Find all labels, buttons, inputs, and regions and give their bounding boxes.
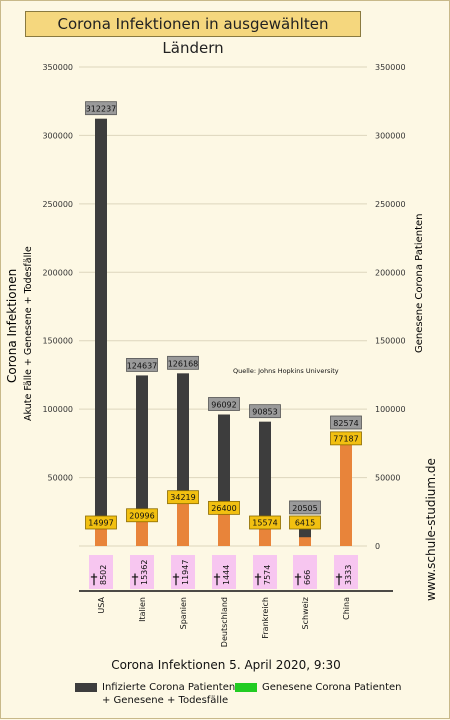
recovered-value-box [85, 515, 117, 530]
cross-icon: † [214, 572, 221, 588]
infected-value-label: 96092 [211, 400, 236, 409]
infected-bar [95, 118, 107, 546]
category-label: Italien [138, 597, 147, 622]
legend: Infizierte Corona Patienten + Genesene +… [71, 682, 441, 712]
y-tick-label-left: 350000 [42, 63, 73, 72]
recovered-value-box [289, 515, 321, 530]
y-tick-label-left: 100000 [42, 405, 73, 414]
deaths-box [130, 555, 154, 589]
y-tick-label-left: 150000 [42, 337, 73, 346]
y-tick-label-right: 50000 [375, 474, 400, 483]
infected-value-box [126, 358, 158, 372]
infected-value-box [249, 404, 281, 419]
deaths-box [171, 555, 195, 589]
source-note: Quelle: Johns Hopkins University [233, 367, 339, 375]
deaths-box [334, 555, 358, 589]
recovered-bar [218, 509, 230, 546]
recovered-value-label: 34219 [170, 493, 195, 502]
recovered-bar [177, 499, 189, 546]
category-label: Spanien [179, 597, 188, 629]
y-tick-label-right: 350000 [375, 63, 406, 72]
recovered-value-label: 77187 [333, 434, 358, 443]
recovered-bar [259, 524, 271, 546]
y-tick-label-right: 100000 [375, 405, 406, 414]
recovered-value-label: 15574 [252, 519, 277, 528]
infected-value-box [330, 415, 362, 430]
legend-item-infected: Infizierte Corona Patienten + Genesene +… [75, 682, 236, 706]
legend-swatch-recovered [235, 682, 257, 692]
deaths-value-label: 666 [303, 570, 312, 585]
chart-title: Corona Infektionen in ausgewählten Lände… [57, 15, 329, 57]
deaths-value-label: 3333 [344, 565, 353, 585]
category-label: Frankreich [261, 597, 270, 639]
infected-value-box [167, 355, 199, 370]
recovered-value-box [126, 508, 158, 523]
cross-icon: † [295, 572, 302, 588]
cross-icon: † [173, 572, 180, 588]
deaths-box [212, 555, 236, 589]
infected-value-label: 20505 [292, 504, 317, 513]
recovered-bar [95, 525, 107, 546]
legend-label-recovered: Genesene Corona Patienten [262, 682, 402, 693]
recovered-value-label: 26400 [211, 504, 236, 513]
recovered-bar [136, 517, 148, 546]
recovered-value-label: 14997 [88, 519, 113, 528]
recovered-bar [299, 537, 311, 546]
infected-value-label: 124637 [127, 361, 158, 370]
deaths-box [293, 555, 317, 589]
recovered-value-box [330, 431, 362, 446]
infected-bar [136, 375, 148, 546]
legend-label-infected-sub: + Genesene + Todesfälle [102, 695, 229, 706]
deaths-value-label: 7574 [263, 565, 272, 585]
y-tick-label-right: 200000 [375, 268, 406, 277]
infected-value-box [208, 397, 240, 411]
y-axis-label-left-sub: Akute Fälle + Genesene + Todesfälle [23, 246, 34, 421]
y-axis-label-left: Corona Infektionen [5, 268, 19, 383]
deaths-value-label: 15362 [140, 560, 149, 585]
cross-icon: † [91, 572, 98, 588]
legend-label-infected: Infizierte Corona Patienten [102, 682, 236, 693]
legend-item-recovered: Genesene Corona Patienten [235, 682, 402, 693]
chart-title-box: Corona Infektionen in ausgewählten Lände… [25, 11, 361, 57]
category-label: Deutschland [220, 597, 229, 647]
deaths-value-label: 11947 [181, 560, 190, 585]
y-tick-label-right: 0 [375, 542, 380, 551]
y-tick-label-left: 50000 [48, 474, 73, 483]
deaths-value-label: 8502 [99, 565, 108, 585]
infected-value-label: 312237 [86, 105, 117, 114]
y-tick-label-right: 150000 [375, 337, 406, 346]
y-tick-label-right: 250000 [375, 200, 406, 209]
recovered-value-label: 20996 [129, 511, 154, 520]
recovered-value-box [249, 515, 281, 530]
deaths-box [89, 555, 113, 589]
category-label: USA [97, 596, 106, 613]
infected-value-box [289, 500, 321, 515]
cross-icon: † [255, 572, 262, 588]
recovered-value-label: 6415 [295, 519, 315, 528]
deaths-value-label: 1444 [222, 565, 231, 585]
recovered-value-box [208, 500, 240, 515]
cross-icon: † [336, 572, 343, 588]
category-label: China [342, 597, 351, 620]
infected-value-label: 126168 [168, 359, 199, 368]
y-tick-label-left: 200000 [42, 268, 73, 277]
y-tick-label-left: 250000 [42, 200, 73, 209]
chart-caption: Corona Infektionen 5. April 2020, 9:30 [111, 658, 341, 672]
infected-value-box [85, 101, 117, 116]
infected-value-label: 90853 [252, 408, 277, 417]
watermark: www.schule-studium.de [424, 458, 438, 601]
recovered-value-box [167, 490, 199, 505]
infected-value-label: 82574 [333, 419, 358, 428]
legend-swatch-infected [75, 682, 97, 692]
recovered-bar [340, 440, 352, 546]
y-tick-label-left: 300000 [42, 131, 73, 140]
infected-bar [259, 421, 271, 546]
deaths-box [253, 555, 277, 589]
y-tick-label-right: 300000 [375, 131, 406, 140]
category-label: Schweiz [301, 597, 310, 629]
y-axis-label-right: Genesene Corona Patienten [414, 213, 425, 354]
cross-icon: † [132, 572, 139, 588]
